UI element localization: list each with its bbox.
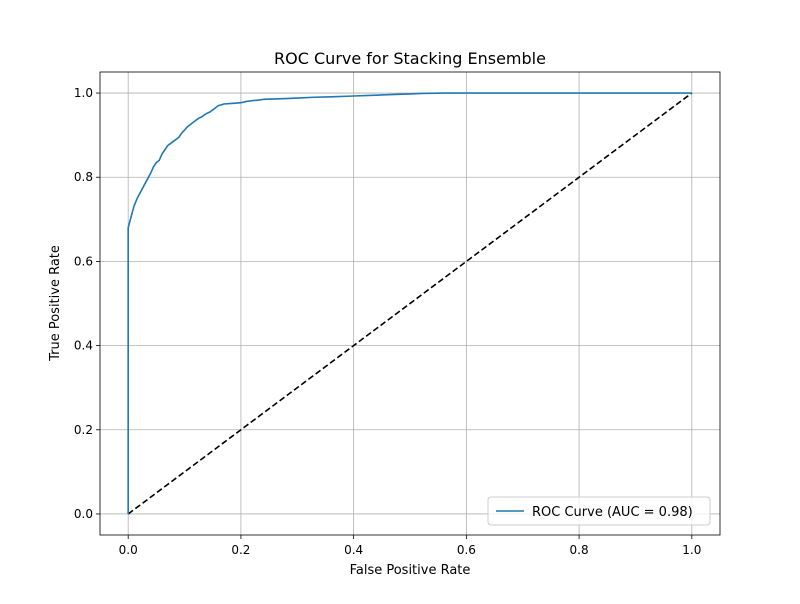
y-tick-label: 1.0 xyxy=(74,86,93,100)
chart-title: ROC Curve for Stacking Ensemble xyxy=(274,49,546,68)
x-tick-label: 0.0 xyxy=(119,543,138,557)
y-tick-label: 0.6 xyxy=(74,254,93,268)
y-axis-label: True Positive Rate xyxy=(48,245,63,362)
x-tick-label: 0.4 xyxy=(344,543,363,557)
x-tick-label: 0.8 xyxy=(570,543,589,557)
roc-curve-line xyxy=(127,92,692,514)
x-axis-ticks: 0.0 0.2 0.4 0.6 0.8 1.0 xyxy=(119,535,701,557)
y-axis-ticks: 0.0 0.2 0.4 0.6 0.8 1.0 xyxy=(74,86,100,521)
axes-frame xyxy=(99,71,721,536)
y-tick-label: 0.2 xyxy=(74,423,93,437)
legend: ROC Curve (AUC = 0.98) xyxy=(487,496,711,526)
legend-box xyxy=(487,496,711,526)
chance-diagonal-line xyxy=(127,92,693,515)
legend-entry-label: ROC Curve (AUC = 0.98) xyxy=(532,505,693,520)
y-tick-label: 0.4 xyxy=(74,339,93,353)
y-tick-label: 0.0 xyxy=(74,507,93,521)
series-layer xyxy=(127,92,693,515)
x-tick-label: 0.6 xyxy=(457,543,476,557)
x-axis-label: False Positive Rate xyxy=(350,563,471,578)
x-tick-label: 1.0 xyxy=(682,543,701,557)
axes-border xyxy=(99,71,721,536)
x-tick-label: 0.2 xyxy=(231,543,250,557)
y-tick-label: 0.8 xyxy=(74,170,93,184)
